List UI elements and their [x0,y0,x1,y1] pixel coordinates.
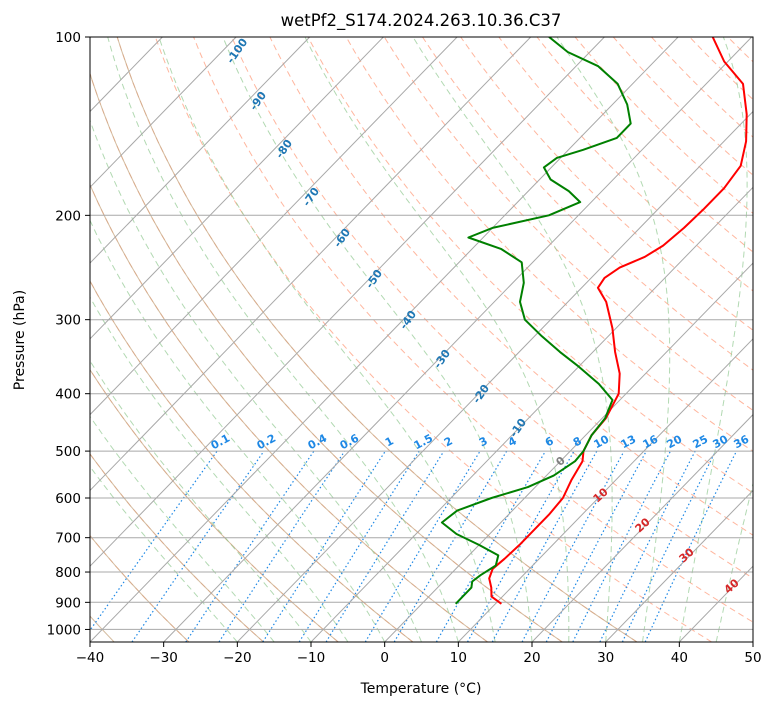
isotherm [90,37,237,189]
isotherm [90,37,605,567]
isotherm [310,186,753,642]
mixing-ratio-line [325,450,445,642]
dry-adiabat [383,37,753,411]
y-tick-label: 500 [55,444,81,460]
mixing-ratio-label: 30 [711,432,731,451]
moist-adiabat [158,37,496,642]
mixing-ratio-line [393,450,508,642]
isotherm [384,262,753,642]
mixing-ratio-line [491,450,598,642]
x-tick-label: 10 [450,650,467,666]
mixing-ratio-line [131,450,265,642]
y-tick-label: 600 [55,491,81,507]
isotherm [90,37,384,340]
moist-adiabat [90,465,238,642]
mixing-ratio-label: 25 [691,433,711,452]
y-axis: 100 200 300 400 500 600 700 800 900 1000 [47,30,90,638]
moist-adiabat [678,37,748,642]
x-tick-label: −20 [223,650,252,666]
isotherm [531,413,753,642]
isotherm [90,37,679,642]
moist-adiabat [90,415,275,642]
mixing-ratio-label: 10 [592,432,612,451]
mixing-ratio-line [298,450,420,642]
moist-adiabat [107,37,459,642]
mixing-ratio-line [90,450,218,632]
isobars [90,37,753,630]
dry-adiabat [231,37,753,579]
x-tick-label: 0 [380,650,389,666]
profiles [440,37,748,605]
mixing-ratio-line [621,450,717,642]
y-tick-label: 700 [55,531,81,547]
dry-adiabat-cold [90,183,488,642]
mixing-ratio-label: 20 [665,432,685,451]
dry-adiabat [612,37,753,176]
dry-adiabat [422,37,753,371]
y-tick-label: 400 [55,387,81,403]
x-axis-title: Temperature (°C) [360,681,482,697]
isotherms [90,37,753,642]
moist-adiabat [90,296,349,642]
x-tick-label: 50 [744,650,761,666]
mixing-ratio-line [644,450,738,642]
moist-adiabat [90,118,422,642]
x-tick-label: −10 [297,650,326,666]
mixing-ratio-line [521,450,625,642]
y-tick-label: 900 [55,595,81,611]
mixing-ratio-label: 36 [732,432,752,451]
moist-adiabat [715,481,753,642]
dry-adiabat [269,37,753,536]
plot-frame [89,36,754,643]
dewpoint-profile [440,37,632,605]
x-tick-label: 40 [671,650,688,666]
isotherm [457,338,753,642]
x-tick-label: −30 [149,650,178,666]
dry-adiabat [154,37,712,642]
dry-adiabats [90,37,753,642]
mixing-ratio-lines [90,450,738,642]
moist-adiabat [90,219,386,642]
isotherm [236,110,753,642]
dry-adiabat [536,37,753,253]
mixing-ratio-line [435,450,547,642]
y-tick-label: 1000 [47,622,81,638]
moist-adiabat [556,37,671,642]
dry-adiabat-cold [90,72,563,642]
mixing-ratio-line [466,450,575,642]
y-tick-label: 800 [55,565,81,581]
isotherm [90,37,532,492]
y-axis-title: Pressure (hPa) [12,290,28,390]
isotherm [605,489,753,642]
y-tick-label: 100 [55,30,81,46]
mixing-ratio-line [364,450,481,642]
moist-adiabat [304,37,570,642]
dry-adiabat-cold [90,279,414,642]
x-tick-label: 20 [523,650,540,666]
mixing-ratio-line [262,450,386,642]
dry-adiabat [193,37,753,623]
y-tick-label: 200 [55,208,81,224]
y-tick-label: 300 [55,313,81,329]
dry-adiabat [307,37,753,494]
mixing-ratio-label: 13 [619,433,639,452]
isotherm [90,37,311,264]
dry-adiabat [498,37,753,292]
dry-adiabat-cold [90,534,190,642]
chart-title: wetPf2_S174.2024.263.10.36.C37 [281,11,562,31]
moist-adiabat [412,37,613,642]
dry-adiabat-cold [90,453,264,642]
plot-area: -100-90-80-70-60-50-40-30-20-10 0.1 0.2 0.… [90,37,753,642]
x-axis: −40 −30 −20 −10 0 10 20 30 40 50 [76,642,762,666]
mixing-ratio-label: 16 [641,432,661,451]
isotherm [90,37,458,416]
x-tick-label: −40 [76,650,105,666]
moist-adiabat [222,37,533,642]
temperature-profile [488,37,748,605]
x-tick-label: 30 [597,650,614,666]
isotherm [163,37,753,642]
dry-adiabat-cold [116,37,638,642]
